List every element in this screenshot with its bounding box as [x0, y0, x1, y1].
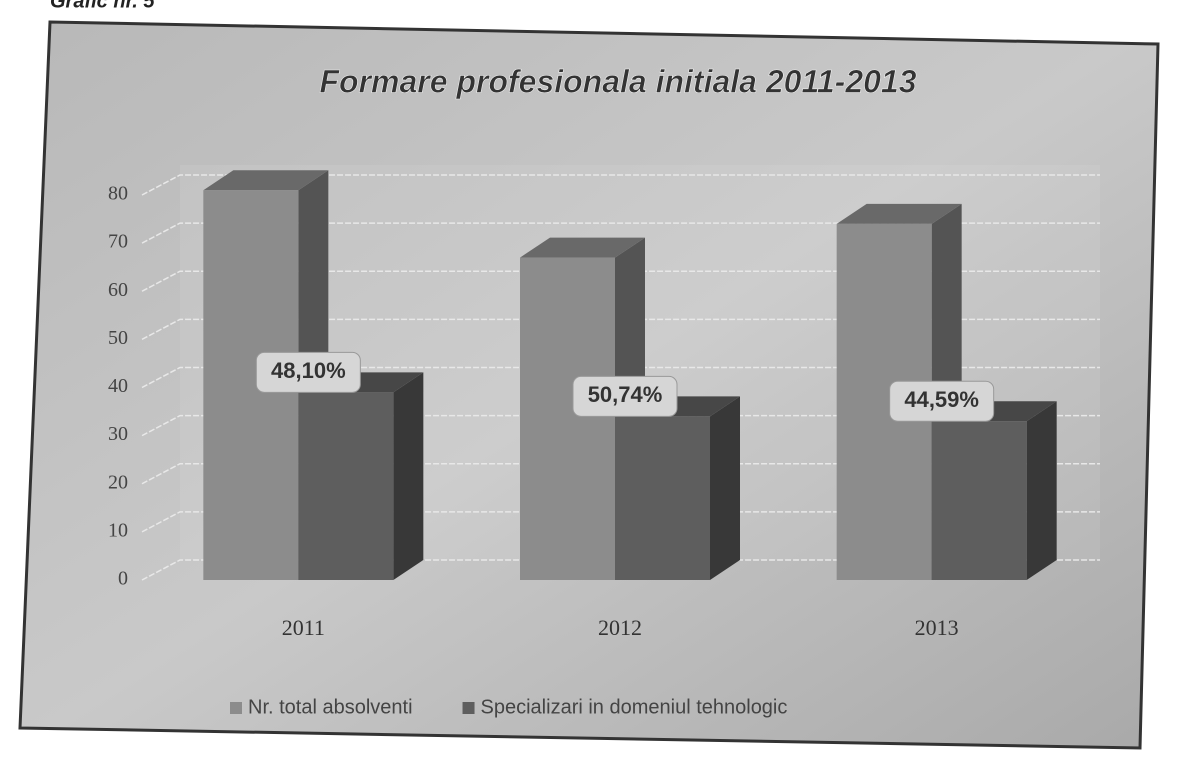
bar — [298, 372, 424, 580]
bar-side — [1026, 401, 1057, 580]
bar — [615, 396, 740, 580]
legend-label: Specializari in domeniul tehnologic — [481, 696, 788, 718]
data-label: 50,74% — [588, 382, 663, 407]
legend-label: Nr. total absolventi — [248, 696, 413, 718]
bar-top — [836, 203, 962, 224]
x-tick-label: 2012 — [598, 615, 642, 640]
data-label-box — [255, 351, 361, 393]
legend-swatch — [462, 702, 475, 714]
x-tick-label: 2013 — [915, 615, 959, 640]
y-tick-label: 20 — [108, 471, 128, 493]
y-tick-label: 60 — [108, 279, 128, 301]
grid-line — [141, 559, 1100, 581]
y-tick-label: 30 — [108, 423, 128, 445]
bar-front — [615, 416, 710, 580]
grid-line — [141, 463, 1100, 485]
grid-line — [141, 270, 1100, 292]
grid-line — [141, 222, 1100, 244]
data-label-box — [572, 375, 678, 417]
bar-side — [710, 396, 740, 580]
y-tick-label: 0 — [118, 568, 128, 590]
bar-top — [203, 170, 329, 191]
y-tick-label: 80 — [108, 183, 128, 205]
data-label: 48,10% — [271, 358, 346, 383]
bar-side — [393, 372, 424, 580]
y-tick-label: 40 — [108, 375, 128, 397]
data-label: 44,59% — [904, 387, 979, 412]
x-tick-label: 2011 — [282, 615, 325, 640]
chart-title: Formare profesionala initiala 2011-2013 — [320, 63, 917, 99]
grid-line — [141, 174, 1100, 196]
y-tick-label: 70 — [108, 231, 128, 253]
grid-line — [141, 511, 1100, 533]
bar-front — [931, 421, 1027, 580]
caption: Grafic nr. 5 — [50, 0, 155, 12]
data-label-box — [889, 380, 995, 422]
grid-line — [141, 414, 1100, 437]
legend-swatch — [230, 702, 242, 714]
y-tick-label: 10 — [108, 519, 128, 541]
grid-line — [141, 366, 1100, 389]
bar-front — [520, 257, 615, 580]
bar — [931, 401, 1057, 580]
bar-front — [298, 392, 394, 580]
bar-top — [520, 237, 645, 258]
y-tick-label: 50 — [108, 327, 128, 349]
grid-line — [141, 318, 1100, 341]
